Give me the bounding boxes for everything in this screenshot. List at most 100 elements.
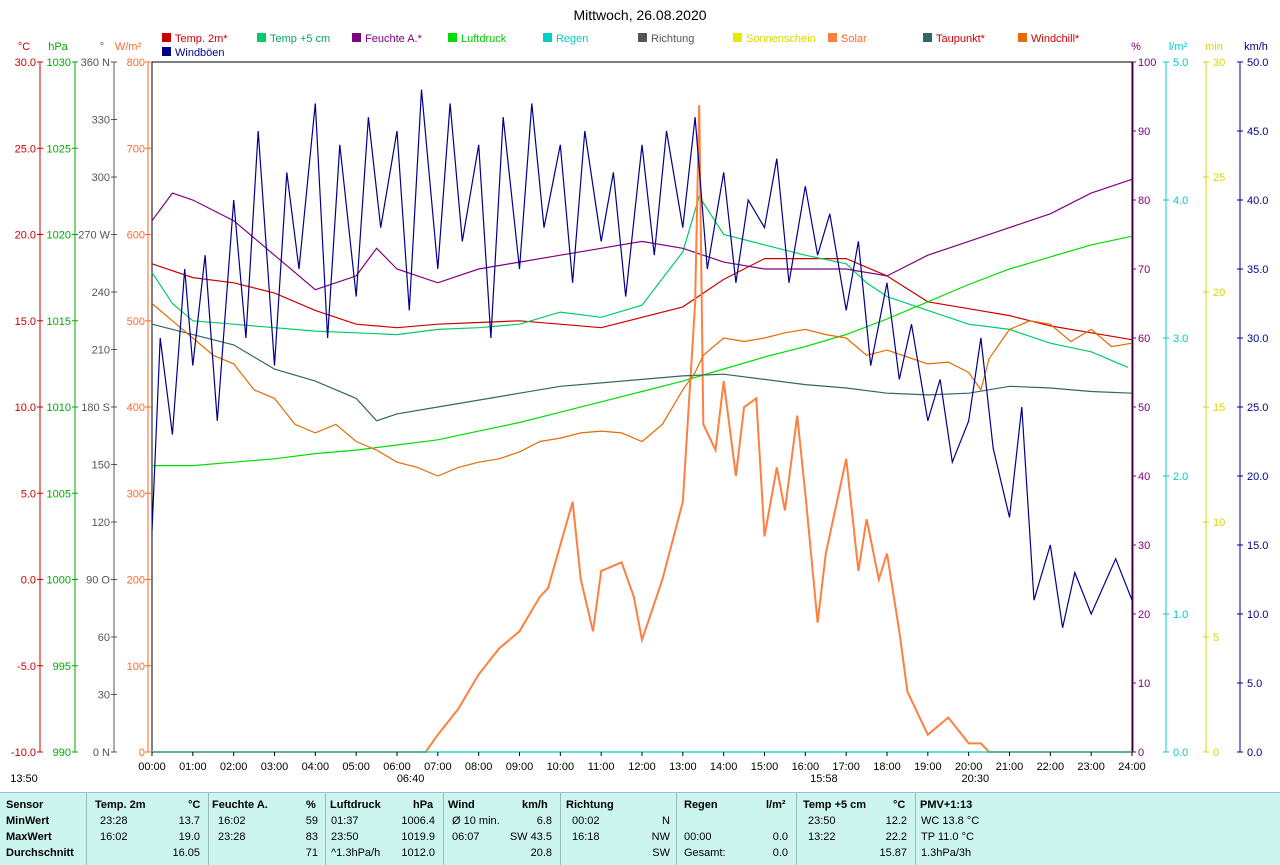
- temp-tick-label: 0.0: [21, 575, 36, 587]
- wind-tick-label: 45.0: [1247, 126, 1268, 138]
- wind-unit-label: km/h: [1244, 41, 1268, 53]
- x-tick-label: 01:00: [179, 761, 207, 773]
- rain-tick-label: 1.0: [1173, 609, 1188, 621]
- rain-tick-label: 3.0: [1173, 333, 1188, 345]
- temp-tick-label: -5.0: [17, 661, 36, 673]
- pressure-tick-label: 990: [53, 747, 71, 759]
- legend-label: Luftdruck: [461, 33, 507, 45]
- stats-header: Feuchte A.: [212, 799, 268, 811]
- stats-cell-t5-time: 13:22: [808, 831, 836, 843]
- temp-unit-label: °C: [18, 41, 30, 53]
- legend-swatch: [257, 33, 266, 42]
- series-humidity: [151, 178, 1133, 291]
- stats-header: %: [306, 799, 316, 811]
- rain-tick-label: 2.0: [1173, 471, 1188, 483]
- x-tick-label: 16:00: [792, 761, 820, 773]
- sun-mark-transit: 15:58: [810, 773, 838, 785]
- sunshine-tick-label: 20: [1213, 287, 1225, 299]
- stats-divider: [676, 793, 677, 865]
- temp-tick-label: 30.0: [15, 57, 36, 69]
- humidity-tick-label: 100: [1138, 57, 1156, 69]
- temp-tick-label: 15.0: [15, 316, 36, 328]
- series-dewpoint: [151, 323, 1133, 422]
- stats-cell-temp-val: 13.7: [178, 815, 200, 827]
- sunshine-tick-label: 30: [1213, 57, 1225, 69]
- chart-title: Mittwoch, 26.08.2020: [573, 7, 706, 23]
- direction-unit-label: °: [100, 41, 104, 53]
- stats-header: hPa: [413, 799, 434, 811]
- x-tick-label: 10:00: [547, 761, 575, 773]
- stats-cell-pres-time: 01:37: [331, 815, 359, 827]
- direction-tick-label: 30: [98, 690, 110, 702]
- stats-cell-t5-time: 23:50: [808, 815, 836, 827]
- sunshine-tick-label: 0: [1213, 747, 1219, 759]
- series-pressure: [152, 235, 1133, 467]
- sun-mark-sunset: 20:30: [962, 773, 990, 785]
- solar-tick-label: 700: [127, 143, 145, 155]
- x-tick-label: 05:00: [342, 761, 370, 773]
- stats-cell-pres-val: 1012.0: [401, 847, 435, 859]
- sunshine-tick-label: 25: [1213, 172, 1225, 184]
- temp-tick-label: -10.0: [11, 747, 36, 759]
- x-tick-label: 23:00: [1077, 761, 1105, 773]
- legend-swatch: [923, 33, 932, 42]
- direction-tick-label: 330: [92, 115, 110, 127]
- stats-cell-temp-time: 16:02: [100, 831, 128, 843]
- legend-label: Taupunkt*: [936, 33, 986, 45]
- stats-header: °C: [188, 799, 201, 811]
- stats-cell-pres-time: ^1.3hPa/h: [331, 847, 381, 859]
- stats-cell-wind-label: 06:07: [452, 831, 480, 843]
- wind-tick-label: 5.0: [1247, 678, 1262, 690]
- x-tick-label: 18:00: [873, 761, 901, 773]
- stats-cell-t5-val: 12.2: [885, 815, 907, 827]
- x-tick-label: 08:00: [465, 761, 493, 773]
- series-solar: [152, 105, 1132, 753]
- x-tick-label: 02:00: [220, 761, 248, 773]
- stats-divider: [443, 793, 444, 865]
- stats-header: Wind: [448, 799, 475, 811]
- humidity-tick-label: 40: [1138, 471, 1150, 483]
- x-tick-label: 13:00: [669, 761, 697, 773]
- stats-header: Regen: [684, 799, 718, 811]
- stats-cell-temp-time: 23:28: [100, 815, 128, 827]
- wind-tick-label: 35.0: [1247, 264, 1268, 276]
- wind-tick-label: 0.0: [1247, 747, 1262, 759]
- pressure-tick-label: 1015: [47, 316, 71, 328]
- wind-tick-label: 20.0: [1247, 471, 1268, 483]
- stats-cell-temp-val: 16.05: [172, 847, 200, 859]
- series-temp5: [151, 195, 1129, 368]
- solar-tick-label: 100: [127, 661, 145, 673]
- pressure-unit-label: hPa: [48, 41, 68, 53]
- solar-unit-label: W/m²: [115, 41, 142, 53]
- legend-swatch: [352, 33, 361, 42]
- stats-cell-hum-val: 71: [305, 847, 318, 859]
- sun-mark-sunrise: 06:40: [397, 773, 425, 785]
- x-tick-label: 12:00: [628, 761, 656, 773]
- stats-cell-wind-val: 20.8: [530, 847, 552, 859]
- stats-cell-rain-val: 0.0: [772, 847, 788, 859]
- stats-cell-dir-time: 00:02: [572, 815, 600, 827]
- x-tick-label: 17:00: [832, 761, 860, 773]
- stats-cell-t5-val: 22.2: [885, 831, 907, 843]
- humidity-tick-label: 70: [1138, 264, 1150, 276]
- solar-tick-label: 200: [127, 575, 145, 587]
- x-tick-label: 14:00: [710, 761, 738, 773]
- stats-cell-rain-time: 00:00: [684, 831, 712, 843]
- direction-tick-label: 240: [92, 287, 110, 299]
- legend: Temp. 2m* Temp +5 cm Feuchte A.* Luftdruck R…: [162, 33, 1080, 59]
- solar-tick-label: 400: [127, 402, 145, 414]
- x-tick-label: 24:00: [1118, 761, 1146, 773]
- x-axis: 00:00 01:00 02:00 03:00 04:00 05:00 06:00 07:00…: [10, 752, 1146, 785]
- x-tick-label: 00:00: [138, 761, 166, 773]
- humidity-tick-label: 0: [1138, 747, 1144, 759]
- x-tick-label: 19:00: [914, 761, 942, 773]
- stats-cell-hum-time: 23:28: [218, 831, 246, 843]
- legend-label: Feuchte A.*: [365, 33, 423, 45]
- temp-tick-label: 20.0: [15, 230, 36, 242]
- stats-cell-pmv: 1.3hPa/3h: [921, 847, 972, 859]
- rain-tick-label: 5.0: [1173, 57, 1188, 69]
- legend-swatch: [162, 47, 171, 56]
- x-tick-label: 09:00: [506, 761, 534, 773]
- x-tick-label: 22:00: [1037, 761, 1065, 773]
- legend-label: Temp +5 cm: [270, 33, 330, 45]
